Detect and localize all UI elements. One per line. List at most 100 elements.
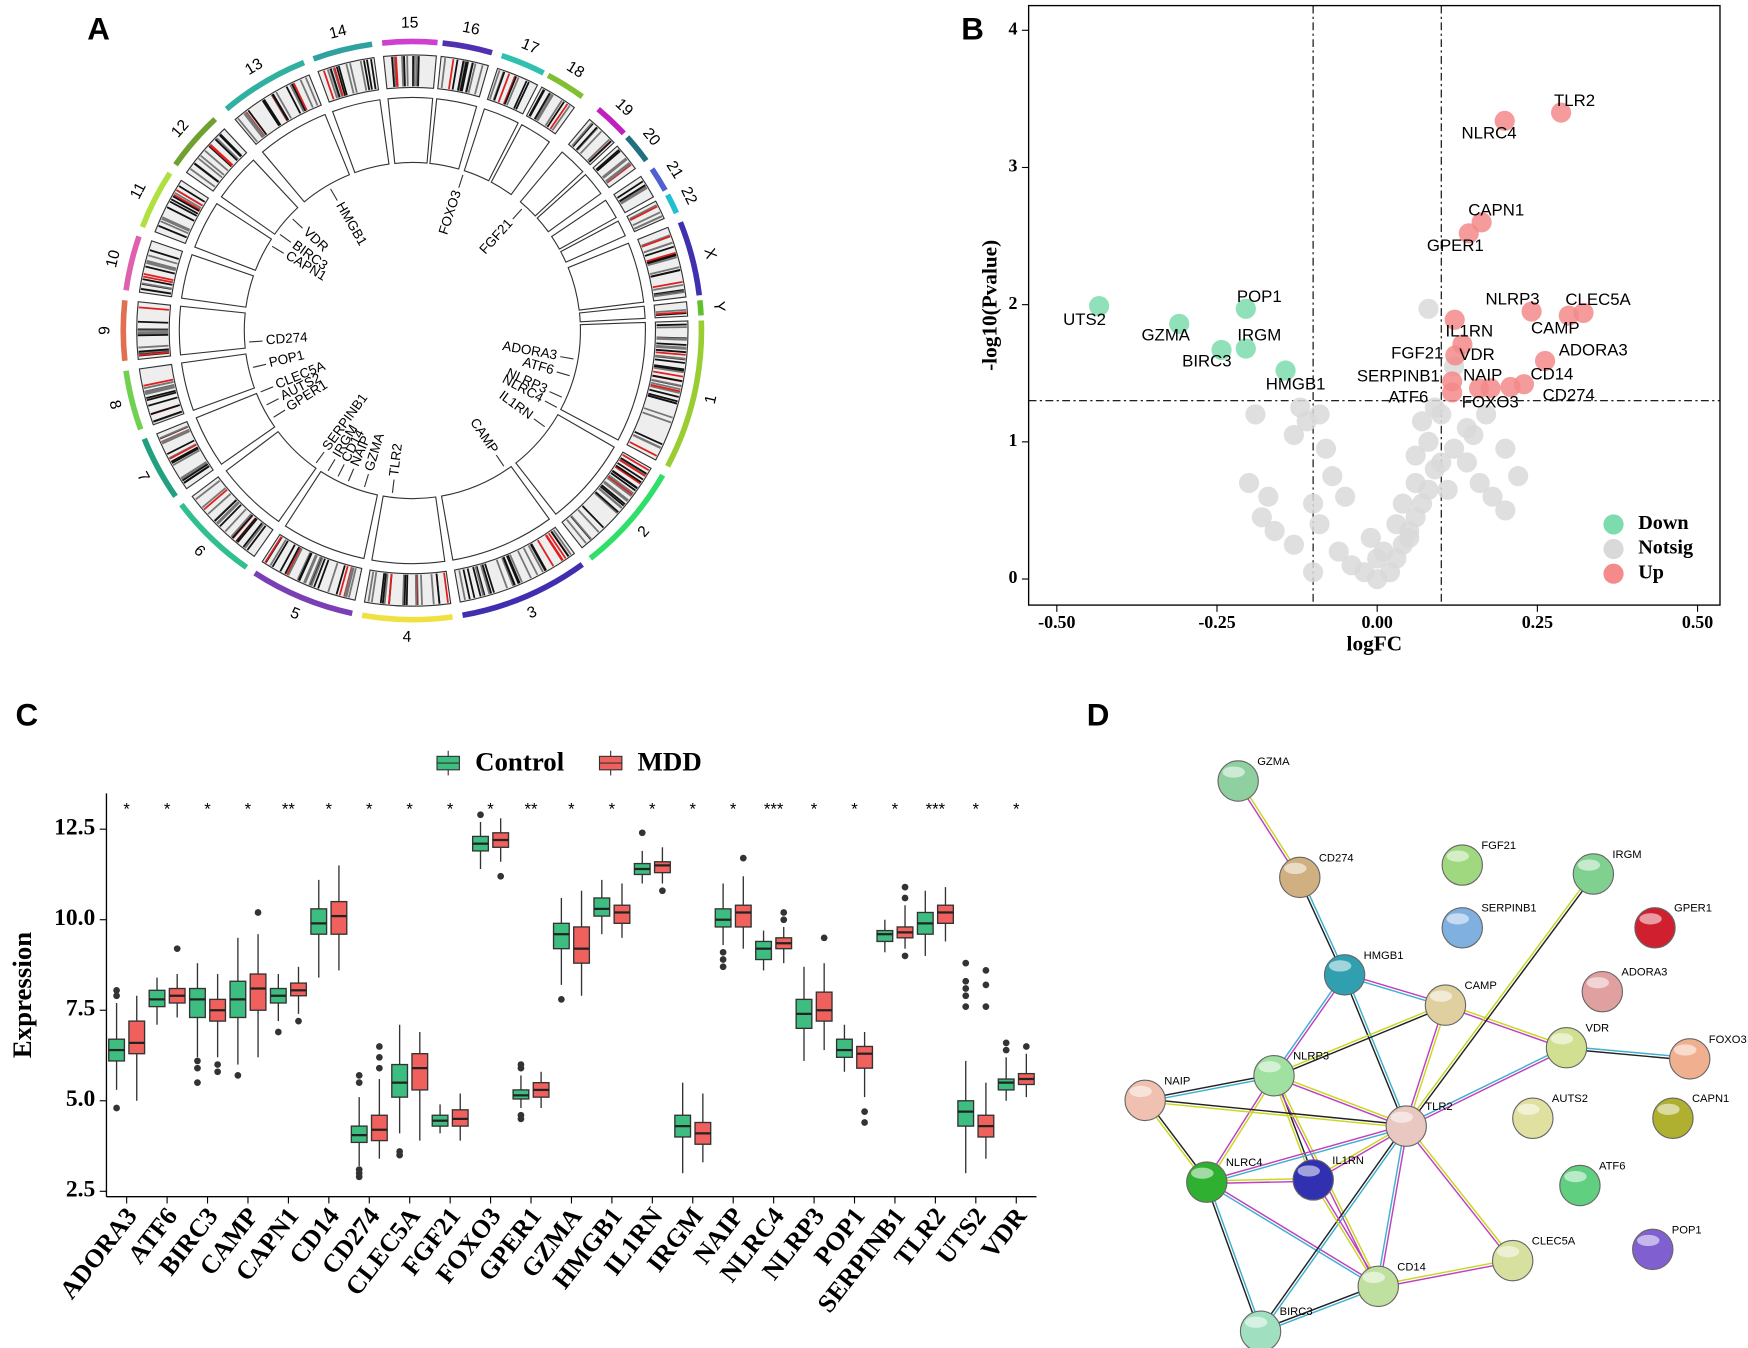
track-box <box>284 470 379 560</box>
outlier <box>396 1148 403 1155</box>
x-tick-label: 0.25 <box>1522 612 1553 632</box>
track-box <box>559 321 646 441</box>
edge <box>1206 1124 1407 1182</box>
gene-leader <box>544 400 558 408</box>
point <box>1373 541 1394 562</box>
node-label: NLRP3 <box>1293 1051 1329 1063</box>
ideogram-band <box>549 103 569 130</box>
node-highlight <box>1284 862 1307 875</box>
ideogram-band <box>643 241 673 254</box>
gene-label: TLR2 <box>386 443 405 477</box>
box <box>856 1045 874 1069</box>
ideogram-band <box>493 71 506 101</box>
point <box>1521 301 1542 322</box>
point <box>1245 404 1266 425</box>
gene-leader <box>271 245 284 254</box>
ideogram-band <box>646 254 677 265</box>
node-highlight <box>1429 990 1453 1002</box>
track-box <box>331 99 390 174</box>
ideogram-band <box>145 386 175 396</box>
ideogram-band <box>166 206 195 222</box>
ideogram-band <box>335 66 346 96</box>
node-highlight <box>1550 1033 1574 1045</box>
chromosome-label: 22 <box>677 184 700 207</box>
ideogram-band <box>216 501 239 524</box>
legend-swatch <box>1603 514 1624 535</box>
ideogram-band <box>594 492 618 514</box>
ideogram-band <box>616 180 644 199</box>
ideogram-band <box>571 122 593 147</box>
point <box>1238 472 1260 494</box>
ideogram-band <box>235 517 257 542</box>
ideogram-band <box>327 562 339 593</box>
track-box <box>178 305 246 356</box>
outlier <box>113 986 120 994</box>
box <box>815 991 833 1022</box>
chromosome-label: 16 <box>461 19 482 39</box>
ideogram-band <box>394 56 399 87</box>
ideogram-band <box>173 193 201 211</box>
ideogram-band <box>169 200 198 217</box>
ideogram-band <box>467 63 477 94</box>
legend-label: Control <box>475 746 564 776</box>
ideogram-band <box>484 563 495 593</box>
box <box>714 908 732 928</box>
gene-label: CAMP <box>467 415 501 456</box>
ideogram-band <box>370 572 378 603</box>
edge <box>1205 1182 1378 1289</box>
chromosome-arc <box>677 221 703 296</box>
edge <box>1261 1126 1408 1333</box>
ideogram-band <box>530 543 547 571</box>
outlier <box>254 909 262 916</box>
ideogram-band <box>656 346 687 350</box>
gene-leader <box>260 386 274 393</box>
edge <box>1405 1045 1567 1126</box>
gene-leader <box>327 458 336 472</box>
point-label: POP1 <box>1237 287 1282 306</box>
chromosome-arc <box>500 52 545 76</box>
significance-label: ** <box>524 800 538 819</box>
node-highlight <box>1390 1111 1413 1123</box>
edge <box>1207 1076 1276 1184</box>
ideogram-band <box>208 145 233 168</box>
ideogram-band <box>370 59 377 90</box>
ideogram-band <box>480 564 491 595</box>
box <box>411 1053 429 1091</box>
ideogram-band <box>655 354 686 360</box>
node-highlight <box>1446 850 1469 862</box>
edge <box>1311 1180 1378 1288</box>
ideogram-band <box>619 184 646 202</box>
point <box>1386 514 1407 535</box>
point-label: BIRC3 <box>1182 352 1231 371</box>
track-box <box>195 392 276 466</box>
ideogram-band <box>406 56 409 87</box>
node-highlight <box>1244 1316 1268 1328</box>
chromosome-label: 9 <box>96 326 113 335</box>
ideogram-band <box>501 557 514 587</box>
ideogram-band <box>641 235 671 248</box>
point <box>1550 102 1572 123</box>
ideogram-band <box>279 544 296 572</box>
point <box>1392 493 1413 514</box>
ideogram-band <box>647 256 678 267</box>
chromosome-label: 10 <box>103 248 124 269</box>
track-box <box>519 151 584 217</box>
ideogram-band <box>481 564 493 594</box>
node <box>1424 984 1467 1026</box>
outlier <box>1002 1046 1010 1054</box>
ideogram-band <box>170 446 199 463</box>
box <box>755 940 773 961</box>
chromosome-label: 1 <box>702 393 721 405</box>
node <box>1217 760 1259 802</box>
gene-leader <box>252 363 267 368</box>
gene-leader <box>556 371 570 377</box>
y-tick-label: 2.5 <box>66 1177 95 1203</box>
ideogram-band <box>603 481 628 502</box>
track-box <box>578 305 646 323</box>
ideogram-band <box>231 514 253 539</box>
edge <box>1205 1074 1274 1182</box>
point <box>1405 472 1426 494</box>
ideogram-band <box>333 67 344 97</box>
point <box>1458 223 1479 244</box>
ideogram-band <box>656 342 687 346</box>
